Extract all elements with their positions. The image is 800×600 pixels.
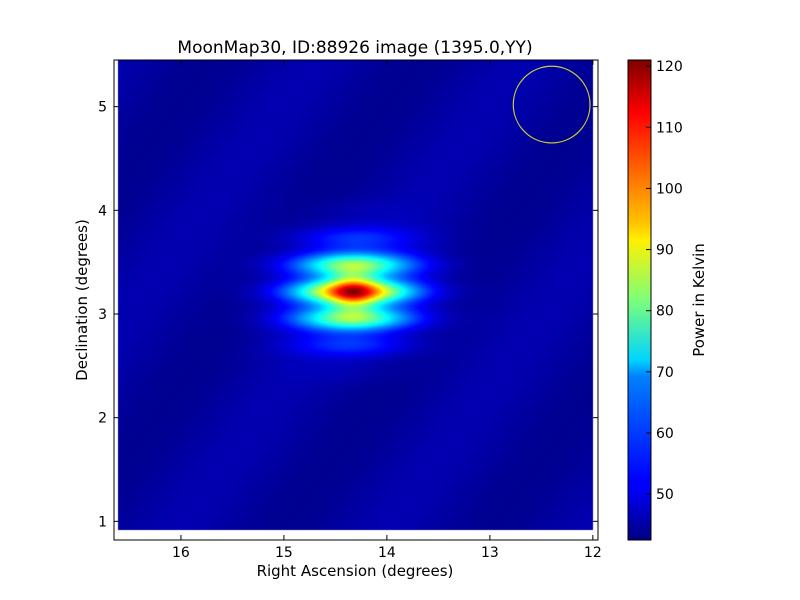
colorbar-tick-label: 70 [656,365,674,381]
y-tick-label: 3 [98,307,107,323]
x-tick-label: 15 [275,545,293,561]
y-axis-label: Declination (degrees) [73,219,91,381]
colorbar [628,60,651,540]
colorbar-tick-label: 50 [656,487,674,503]
x-tick-label: 16 [172,545,190,561]
y-tick-label: 2 [98,411,107,427]
colorbar-tick-label: 100 [656,181,683,197]
x-axis-label: Right Ascension (degrees) [257,562,454,580]
colorbar-ticks: 50 60 70 80 90 100 110 120 [646,59,683,503]
colorbar-tick-label: 110 [656,120,683,136]
colorbar-tick-label: 120 [656,59,683,75]
colorbar-tick-label: 80 [656,304,674,320]
colorbar-tick-label: 60 [656,426,674,442]
y-tick-label: 1 [98,514,107,530]
chart-title: MoonMap30, ID:88926 image (1395.0,YY) [177,38,532,58]
y-tick-label: 4 [98,203,107,219]
x-tick-label: 14 [378,545,396,561]
colorbar-tick-label: 90 [656,243,674,259]
x-tick-label: 13 [481,545,499,561]
colorbar-label: Power in Kelvin [690,243,708,357]
y-tick-label: 5 [98,100,107,116]
x-tick-label: 12 [584,545,602,561]
